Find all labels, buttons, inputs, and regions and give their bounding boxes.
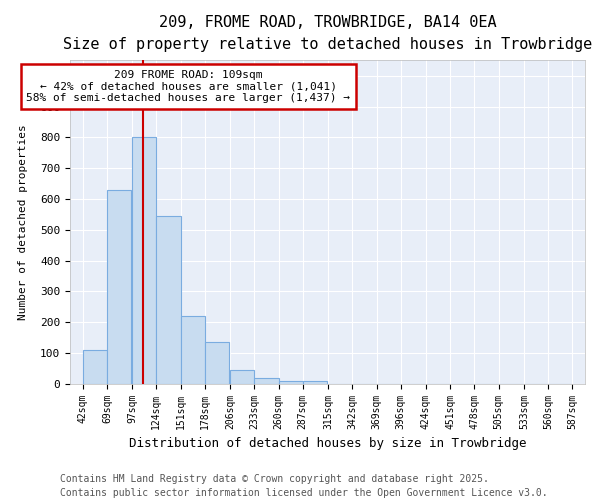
Text: 209 FROME ROAD: 109sqm
← 42% of detached houses are smaller (1,041)
58% of semi-: 209 FROME ROAD: 109sqm ← 42% of detached… [26, 70, 350, 103]
Bar [181, 316, 205, 384]
Bar [83, 350, 107, 384]
Bar [230, 370, 254, 384]
Title: 209, FROME ROAD, TROWBRIDGE, BA14 0EA
Size of property relative to detached hous: 209, FROME ROAD, TROWBRIDGE, BA14 0EA Si… [63, 15, 592, 52]
Bar [157, 216, 181, 384]
Bar [254, 378, 278, 384]
Bar [132, 138, 157, 384]
Bar [278, 380, 303, 384]
Y-axis label: Number of detached properties: Number of detached properties [18, 124, 28, 320]
Bar [107, 190, 131, 384]
Bar [303, 380, 327, 384]
Text: Contains HM Land Registry data © Crown copyright and database right 2025.
Contai: Contains HM Land Registry data © Crown c… [60, 474, 548, 498]
X-axis label: Distribution of detached houses by size in Trowbridge: Distribution of detached houses by size … [129, 437, 526, 450]
Bar [205, 342, 229, 384]
